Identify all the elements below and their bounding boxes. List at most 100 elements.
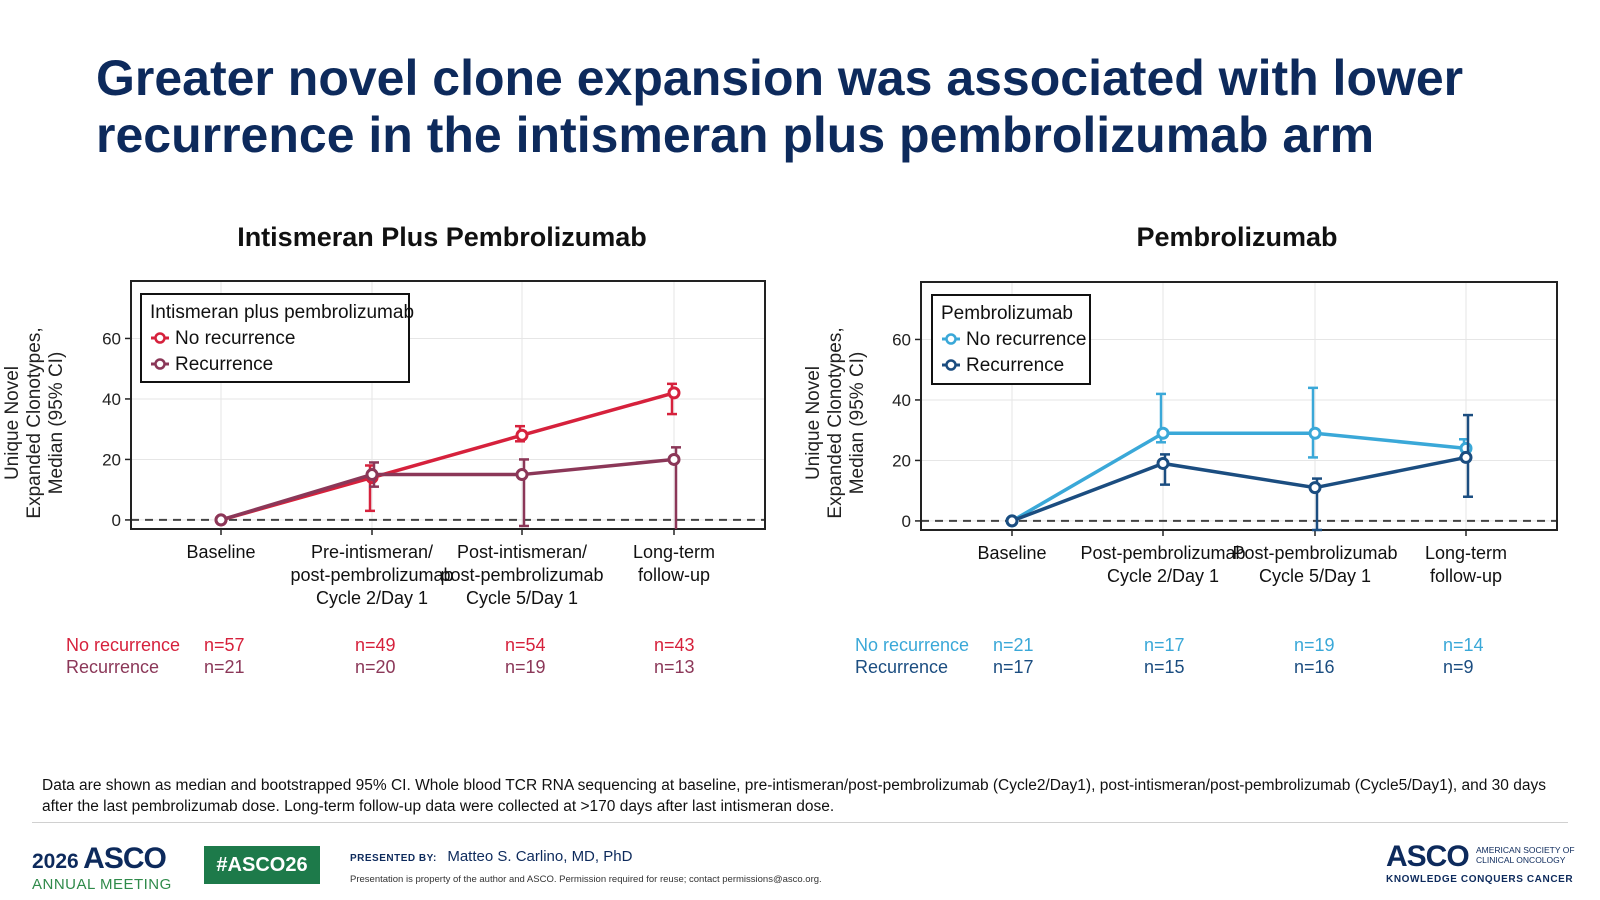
- footer-divider: [32, 822, 1568, 823]
- right-x-tick-label-line: Long-term: [1425, 543, 1507, 563]
- logo-meeting: ANNUAL MEETING: [32, 876, 172, 893]
- left-legend-title: Intismeran plus pembrolizumab: [150, 302, 414, 323]
- right-x-tick-label-line: Post-pembrolizumab: [1232, 543, 1397, 563]
- left-n-cell: n=20: [355, 657, 396, 677]
- right-panel-title: Pembrolizumab: [1136, 222, 1338, 252]
- society-name: AMERICAN SOCIETY OF CLINICAL ONCOLOGY: [1476, 845, 1575, 865]
- right-plot-frame: [920, 281, 1558, 531]
- right-legend: Pembrolizumab No recurrence Recurrence: [931, 294, 1091, 385]
- left-y-tick-label: 20: [102, 450, 121, 469]
- right-x-tick-label-line: Post-pembrolizumab: [1080, 543, 1245, 563]
- left-gridlines: [131, 281, 765, 529]
- left-legend-swatch-point: [154, 358, 166, 370]
- right-series-no-recurrence: [1005, 386, 1473, 528]
- left-legend-box: [140, 293, 410, 383]
- left-n-cell: n=49: [355, 635, 396, 655]
- left-x-tick-label-line: Pre-intismeran/: [311, 542, 433, 562]
- left-x-tick-label-line: post-pembrolizumab: [440, 565, 603, 585]
- right-x-tick-label: Baseline: [977, 543, 1046, 563]
- right-series-line: [1011, 455, 1467, 523]
- right-n-cell: n=15: [1144, 657, 1185, 677]
- society-line1: AMERICAN SOCIETY OF: [1476, 845, 1575, 855]
- right-x-tick-label-line: Cycle 5/Day 1: [1259, 566, 1371, 586]
- left-n-cell: n=13: [654, 657, 695, 677]
- right-series-line: [1011, 431, 1467, 523]
- right-n-cell: n=19: [1294, 635, 1335, 655]
- right-data-point: [1308, 426, 1322, 440]
- right-legend-title: Pembrolizumab: [941, 303, 1073, 324]
- right-data-point: [1156, 426, 1170, 440]
- left-y-tick-label: 60: [102, 329, 121, 348]
- right-x-tick-label: Long-term follow-up: [1425, 543, 1507, 586]
- right-legend-entry: No recurrence: [966, 329, 1086, 350]
- asco-society-logo: ASCO AMERICAN SOCIETY OF CLINICAL ONCOLO…: [1386, 840, 1576, 885]
- left-x-tick-label-line: Cycle 5/Day 1: [466, 588, 578, 608]
- left-n-cell: n=21: [204, 657, 245, 677]
- right-x-tick-label-line: follow-up: [1430, 566, 1502, 586]
- left-x-tick-label-line: follow-up: [638, 565, 710, 585]
- right-y-tick-label: 0: [902, 512, 911, 531]
- left-n-cell: n=19: [505, 657, 546, 677]
- permission-note: Presentation is property of the author a…: [350, 874, 822, 885]
- right-x-tick-label: Post-pembrolizumab Cycle 2/Day 1: [1080, 543, 1245, 586]
- left-data-point: [365, 468, 379, 482]
- right-legend-swatch-point: [945, 359, 957, 371]
- left-x-tick-label-line: Baseline: [186, 542, 255, 562]
- right-n-cell: n=17: [993, 657, 1034, 677]
- right-y-tick-label: 60: [892, 330, 911, 349]
- presenter-name: Matteo S. Carlino, MD, PhD: [447, 848, 633, 865]
- right-series-recurrence: [1005, 413, 1473, 532]
- society-line2: CLINICAL ONCOLOGY: [1476, 855, 1566, 865]
- left-n-cell: n=43: [654, 635, 695, 655]
- left-plot-frame: [130, 280, 766, 530]
- logo-asco: ASCO: [83, 842, 167, 875]
- left-x-tick-label: Post-intismeran/post-pembrolizumab Cycle …: [440, 542, 603, 608]
- left-n-label-no-recurrence: No recurrence: [66, 635, 181, 655]
- left-x-tick-label: Baseline: [186, 542, 255, 562]
- left-x-tick-label: Pre-intismeran/post-pembrolizumab Cycle 2…: [290, 542, 453, 608]
- right-n-cell: n=16: [1294, 657, 1335, 677]
- right-legend-entry: Recurrence: [966, 355, 1064, 376]
- left-x-tick-label-line: Cycle 2/Day 1: [316, 588, 428, 608]
- left-x-tick-label-line: post-pembrolizumab: [290, 565, 453, 585]
- right-n-label-recurrence: Recurrence: [855, 657, 949, 677]
- right-y-tick-label: 20: [892, 451, 911, 470]
- right-x-tick-label-line: Cycle 2/Day 1: [1107, 566, 1219, 586]
- left-series-line: [220, 457, 675, 522]
- left-series-recurrence: [214, 446, 681, 529]
- society-logo-asco: ASCO: [1386, 840, 1470, 873]
- right-data-point: [1308, 481, 1322, 495]
- logo-year: 2026: [32, 850, 79, 873]
- left-data-point: [667, 386, 681, 400]
- society-tagline: KNOWLEDGE CONQUERS CANCER: [1386, 874, 1574, 885]
- right-data-point: [1005, 514, 1019, 528]
- right-data-point: [1156, 456, 1170, 470]
- left-panel-title: Intismeran Plus Pembrolizumab: [237, 222, 647, 252]
- right-legend-swatch-point: [945, 333, 957, 345]
- right-n-cell: n=9: [1443, 657, 1474, 677]
- footnote: Data are shown as median and bootstrappe…: [42, 777, 1546, 815]
- left-x-tick-label-line: Long-term: [633, 542, 715, 562]
- right-x-tick-label-line: Baseline: [977, 543, 1046, 563]
- left-n-cell: n=57: [204, 635, 245, 655]
- right-x-tick-label: Post-pembrolizumab Cycle 5/Day 1: [1232, 543, 1397, 586]
- left-y-tick-label: 0: [112, 511, 121, 530]
- left-x-tick-label-line: Post-intismeran/: [457, 542, 587, 562]
- asco-annual-meeting-logo: 2026 ASCO ANNUAL MEETING: [32, 842, 172, 893]
- left-y-tick-label: 40: [102, 390, 121, 409]
- left-legend-swatch-point: [154, 332, 166, 344]
- left-n-cell: n=54: [505, 635, 546, 655]
- hashtag-badge: #ASCO26: [204, 846, 320, 884]
- left-legend-entry: No recurrence: [175, 328, 295, 349]
- left-data-point: [214, 513, 228, 527]
- right-n-label-no-recurrence: No recurrence: [855, 635, 970, 655]
- left-legend: Intismeran plus pembrolizumab No recurren…: [140, 293, 414, 383]
- presented-by-label: PRESENTED BY:: [350, 853, 437, 864]
- left-x-tick-label: Long-term follow-up: [633, 542, 715, 585]
- presenter-block: PRESENTED BY: Matteo S. Carlino, MD, PhD…: [350, 848, 822, 885]
- left-data-point: [667, 452, 681, 466]
- right-n-cell: n=17: [1144, 635, 1185, 655]
- slide-title: Greater novel clone expansion was associ…: [96, 50, 1464, 163]
